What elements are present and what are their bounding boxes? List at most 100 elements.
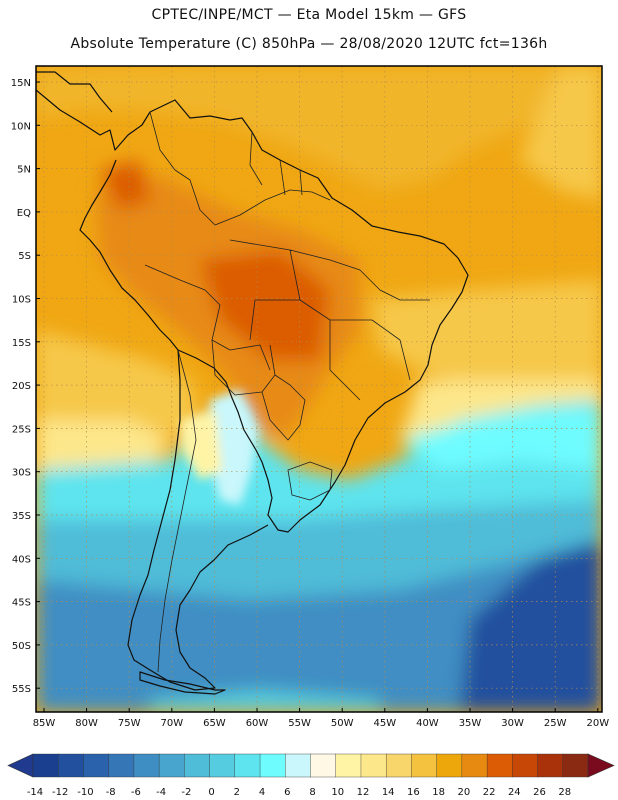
colorbar-label: 16 — [407, 787, 420, 798]
field-north-warm-band — [36, 66, 602, 190]
lon-label: 35W — [459, 718, 482, 729]
border-venezuela-colombia — [149, 111, 216, 226]
lon-label: 70W — [160, 718, 183, 729]
lon-label: 30W — [501, 718, 524, 729]
lon-label: 85W — [33, 718, 56, 729]
border-paraguay — [261, 374, 306, 441]
field-northeast-band — [520, 66, 602, 200]
colorbar-swatch — [83, 753, 110, 778]
colorbar-label: 22 — [483, 787, 496, 798]
lat-label: 30S — [12, 468, 31, 479]
border-argentina-chile — [157, 349, 197, 673]
colorbar-low-arrow — [7, 753, 34, 778]
colorbar-swatch — [310, 753, 337, 778]
colorbar-swatch — [411, 753, 438, 778]
lat-label: 50S — [12, 641, 31, 652]
colorbar-swatch — [58, 753, 85, 778]
colorbar-swatch — [360, 753, 387, 778]
colorbar-label: 6 — [284, 787, 290, 798]
map-title-line1: CPTEC/INPE/MCT — Eta Model 15km — GFS — [151, 7, 467, 23]
coastlines — [35, 71, 469, 695]
border-guianas — [249, 131, 303, 196]
lon-label: 80W — [75, 718, 98, 729]
map-title-line2: Absolute Temperature (C) 850hPa — 28/08/… — [70, 36, 548, 52]
lat-label: 15S — [12, 338, 31, 349]
colorbar-swatch — [184, 753, 211, 778]
colorbar-swatch — [335, 753, 362, 778]
lat-label: 45S — [12, 598, 31, 609]
colorbar-swatch — [108, 753, 135, 778]
colorbar-label: 2 — [234, 787, 240, 798]
colorbar-swatch — [512, 753, 539, 778]
country-borders — [144, 111, 430, 673]
lon-label: 50W — [331, 718, 354, 729]
colorbar-swatch — [209, 753, 236, 778]
colorbar-label: -2 — [181, 787, 191, 798]
colorbar-swatch — [133, 753, 160, 778]
colorbar-high-arrow — [587, 753, 615, 778]
lat-label: 5S — [18, 251, 31, 262]
colorbar: -14 -12 -10 -8 -6 -4 -2 0 2 4 6 8 10 12 14 16 18 20 22 24 26… — [7, 753, 615, 798]
field-deep-cold — [36, 540, 602, 712]
colorbar-label: -12 — [52, 787, 68, 798]
lat-label: 40S — [12, 554, 31, 565]
lon-label: 60W — [246, 718, 269, 729]
colorbar-label: -4 — [156, 787, 166, 798]
lon-label: 55W — [288, 718, 311, 729]
lat-label: 10N — [11, 121, 31, 132]
coastline-central-america — [36, 71, 113, 113]
longitude-labels: 85W 80W 75W 70W 65W 60W 55W 50W 45W 40W 35W 30W 25W 2… — [33, 708, 609, 729]
colorbar-label: 0 — [208, 787, 214, 798]
colorbar-label: 14 — [382, 787, 395, 798]
lon-label: 25W — [544, 718, 567, 729]
lon-label: 65W — [203, 718, 226, 729]
colorbar-swatch — [436, 753, 463, 778]
colorbar-label: 8 — [309, 787, 315, 798]
lat-label: 25S — [12, 424, 31, 435]
colorbar-swatch — [537, 753, 564, 778]
lon-label: 20W — [586, 718, 609, 729]
colorbar-label: 12 — [357, 787, 370, 798]
colorbar-label: 20 — [457, 787, 470, 798]
colorbar-swatch — [385, 753, 413, 778]
colorbar-swatch — [486, 753, 513, 778]
colorbar-label: 26 — [533, 787, 546, 798]
border-brazil-north — [214, 189, 331, 226]
field-north-hotspot — [100, 160, 150, 210]
lat-label: 35S — [12, 511, 31, 522]
field-atlantic-light — [400, 380, 602, 440]
colorbar-label: -10 — [77, 787, 93, 798]
field-andes-pale — [210, 390, 258, 505]
colorbar-label: 18 — [432, 787, 445, 798]
lon-label: 40W — [416, 718, 439, 729]
colorbar-swatch — [32, 753, 59, 778]
lon-label: 45W — [373, 718, 396, 729]
field-core-hottest — [200, 250, 330, 360]
lat-label: 55S — [12, 684, 31, 695]
field-coldest — [460, 540, 602, 712]
colorbar-label: 10 — [331, 787, 344, 798]
colorbar-swatch — [259, 753, 286, 778]
lat-label: EQ — [17, 208, 31, 219]
colorbar-swatch — [285, 753, 312, 778]
colorbar-swatch — [461, 753, 488, 778]
colorbar-swatch — [562, 753, 589, 778]
border-bolivia — [211, 339, 276, 396]
border-peru-brazil — [144, 264, 271, 371]
temperature-field — [36, 66, 602, 712]
map-frame — [35, 65, 603, 713]
colorbar-label: -6 — [131, 787, 141, 798]
coastline-tierra-del-fuego — [139, 671, 226, 695]
colorbar-label: -8 — [106, 787, 116, 798]
colorbar-swatch — [234, 753, 261, 778]
colorbar-label: 4 — [259, 787, 265, 798]
latitude-labels: 15N 10N 5N EQ 5S 10S 15S 20S 25S 30S 35S 40S 45S 50S 5… — [11, 78, 40, 695]
border-brazil-states — [229, 239, 430, 401]
border-uruguay — [287, 461, 333, 501]
field-andes-light — [180, 410, 222, 480]
lat-label: 20S — [12, 381, 31, 392]
colorbar-label: 28 — [558, 787, 571, 798]
lon-label: 75W — [118, 718, 141, 729]
coastline-pacific-chile — [127, 349, 269, 691]
